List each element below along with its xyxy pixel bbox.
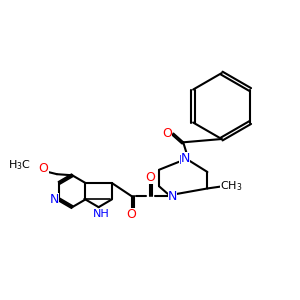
Text: O: O [162, 127, 172, 140]
Text: NH: NH [92, 209, 109, 219]
Text: N: N [181, 152, 190, 165]
Text: O: O [127, 208, 136, 221]
Text: O: O [127, 208, 136, 221]
Text: N: N [168, 190, 177, 203]
Text: N: N [50, 193, 59, 206]
Text: N: N [178, 154, 188, 167]
Text: CH$_3$: CH$_3$ [220, 179, 243, 193]
Text: H$_3$C: H$_3$C [8, 158, 31, 172]
Text: O: O [39, 162, 49, 175]
Text: O: O [145, 171, 155, 184]
Text: O: O [145, 171, 155, 184]
